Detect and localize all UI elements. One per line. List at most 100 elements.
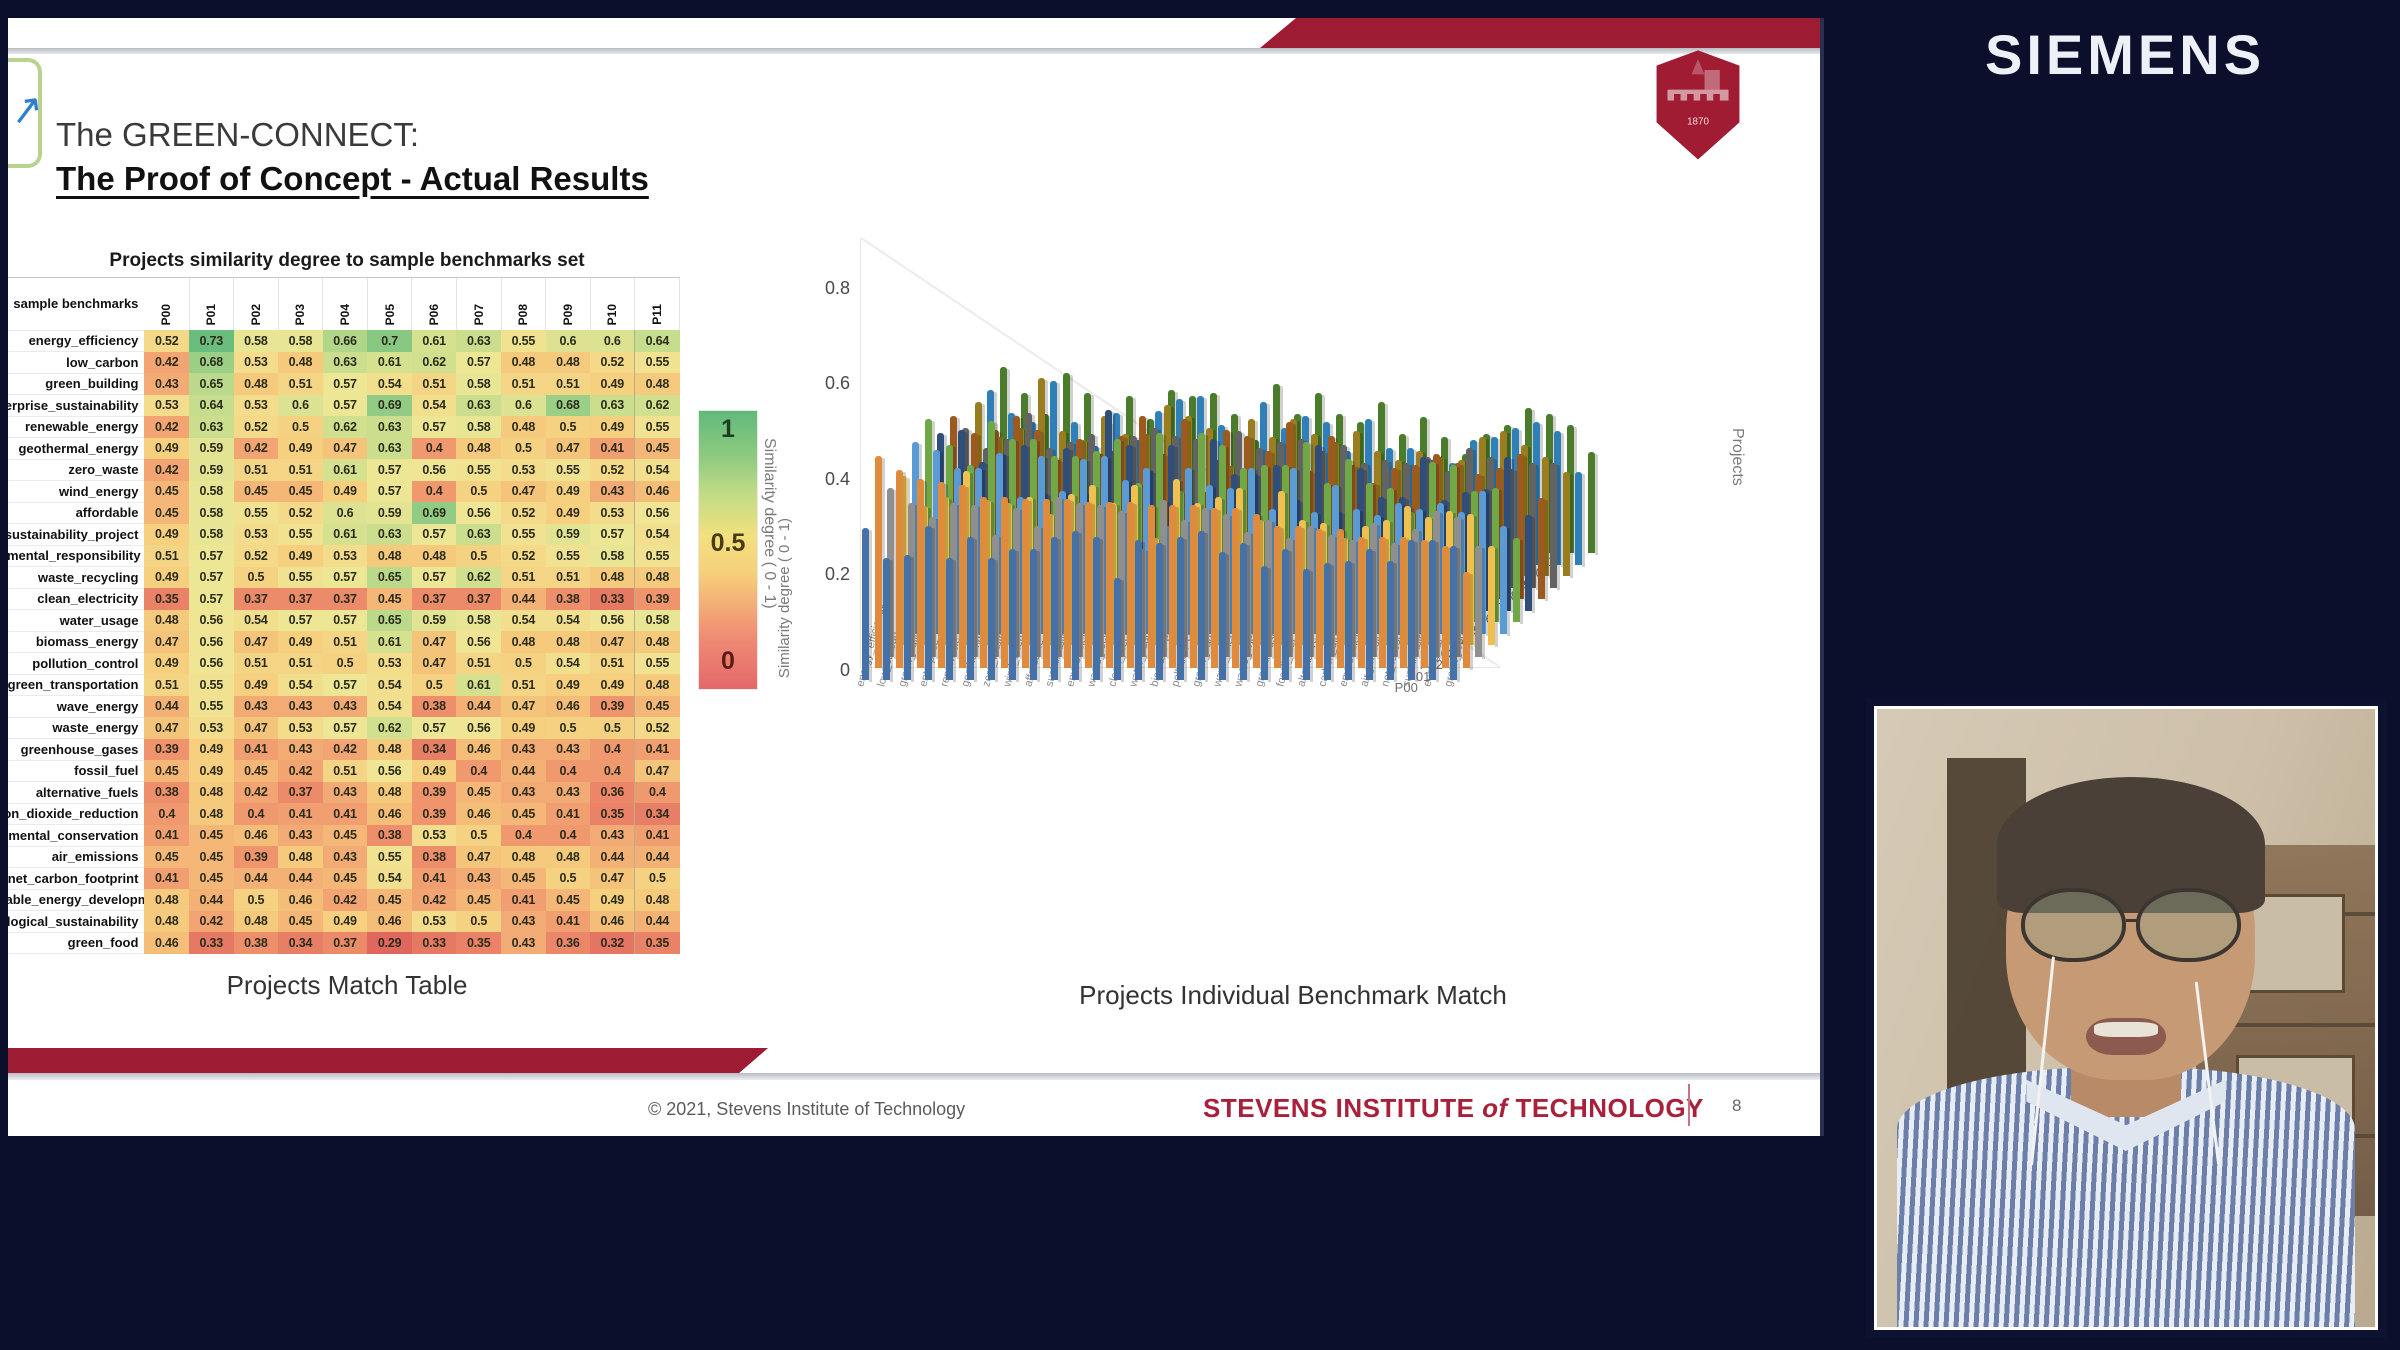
- table-cell: 0.63: [367, 437, 412, 459]
- table-cell: 0.41: [322, 803, 368, 825]
- table-cell: 0.6: [278, 394, 323, 416]
- chart-bars: [860, 228, 1820, 688]
- table-cell: 0.55: [189, 674, 234, 696]
- footer-page-number: 8: [1732, 1096, 1742, 1115]
- table-cell: 0.48: [501, 351, 546, 373]
- table-cell: 0.46: [278, 889, 323, 911]
- chart-bar-shadow: [1163, 545, 1166, 682]
- table-cell: 0.44: [144, 695, 189, 717]
- table-cell: 0.48: [545, 351, 591, 373]
- table-cell: 0.46: [545, 695, 591, 717]
- chart-bar: [1575, 471, 1585, 567]
- table-cell: 0.5: [411, 674, 457, 696]
- table-cell: 0.45: [367, 588, 412, 610]
- table-row: renewable_energy 0.42 0.63 0.52 0.5 0.62 0.63 0…: [8, 416, 680, 438]
- table-cell: 0.51: [590, 652, 635, 674]
- table-row-header: energy_efficiency: [8, 330, 145, 352]
- chart-bar-shadow: [1494, 548, 1498, 648]
- chart-bar-shadow: [1205, 533, 1208, 682]
- table-cell: 0.48: [144, 889, 189, 911]
- chart-bar-shadow: [1100, 539, 1103, 682]
- table-row: clean_electricity 0.35 0.57 0.37 0.37 0.37 0.4…: [8, 588, 680, 610]
- table-cell: 0.45: [189, 846, 234, 868]
- table-cell: 0.64: [634, 330, 680, 352]
- table-cell: 0.42: [322, 738, 368, 760]
- table-cell: 0.37: [278, 588, 323, 610]
- footer-red-banner: [8, 1048, 768, 1074]
- table-cell: 0.48: [367, 781, 412, 803]
- footer-grey-rule: [8, 1073, 1820, 1080]
- chart-bar: [1126, 502, 1137, 671]
- table-row-header: environmental_responsibility: [8, 545, 145, 567]
- table-cell: 0.55: [634, 545, 680, 567]
- table-row: water_usage 0.48 0.56 0.54 0.57 0.57 0.65 0.59 0…: [8, 609, 680, 632]
- table-cell: 0.52: [501, 502, 546, 524]
- chart-bar: [1504, 456, 1514, 613]
- table-cell: 0.43: [501, 738, 546, 760]
- table-cell: 0.57: [367, 480, 412, 502]
- table-cell: 0.51: [411, 373, 457, 395]
- table-cell: 0.49: [411, 760, 457, 782]
- table-cell: 0.51: [144, 674, 189, 696]
- table-cell: 0.42: [144, 416, 189, 438]
- table-row: environmental_responsibility0.510.570.52…: [8, 545, 680, 567]
- table-cell: 0.57: [411, 566, 457, 588]
- table-cell: 0.55: [634, 416, 680, 438]
- table-cell: 0.53: [278, 717, 323, 739]
- table-cell: 0.6: [545, 330, 591, 352]
- table-row: geothermal_energy 0.49 0.59 0.42 0.49 0.47 0.6…: [8, 437, 680, 460]
- chart-bar: [1399, 537, 1410, 671]
- table-cell: 0.52: [590, 351, 635, 373]
- table-row: wave_energy 0.44 0.55 0.43 0.43 0.43 0.54 0.38 0…: [8, 695, 680, 718]
- chart-bar-shadow: [890, 559, 893, 682]
- table-cell: 0.43: [501, 781, 546, 803]
- table-cell: 0.57: [322, 609, 368, 631]
- table-cell: 0.47: [590, 867, 635, 889]
- table-cell: 0.35: [144, 588, 189, 610]
- table-cell: 0.57: [189, 566, 234, 588]
- table-cell: 0.56: [456, 717, 502, 739]
- table-cell: 0.52: [233, 416, 279, 438]
- chart-y-tick: 0.8: [824, 277, 850, 298]
- table-cell: 0.51: [501, 674, 546, 696]
- table-cell: 0.48: [278, 351, 323, 373]
- table-cell: 0.48: [411, 545, 457, 567]
- table-cell: 0.48: [634, 889, 680, 911]
- table-cell: 0.53: [322, 545, 368, 567]
- chart-bar: [904, 554, 914, 682]
- table-cell: 0.49: [590, 416, 635, 438]
- table-cell: 0.53: [590, 502, 635, 524]
- table-row-header: pollution_control: [8, 652, 145, 675]
- video-participant-tile[interactable]: [1866, 698, 2386, 1338]
- table-row-header: sustainable_energy_development: [8, 889, 145, 911]
- chart-bar: [1156, 543, 1166, 682]
- table-cell: 0.49: [545, 674, 591, 696]
- table-cell: 0.41: [545, 910, 591, 932]
- table-cell: 0.35: [456, 932, 502, 954]
- top-red-banner: [1260, 18, 1820, 48]
- chart-bar: [1324, 563, 1334, 682]
- table-row: green_food 0.46 0.33 0.38 0.34 0.37 0.29 0.33 0.…: [8, 932, 680, 954]
- table-row-header: wind_energy: [8, 480, 145, 503]
- chart-projects-axis-label: Projects: [1729, 428, 1746, 486]
- table-cell: 0.48: [189, 803, 234, 825]
- table-cell: 0.48: [144, 609, 189, 631]
- table-cell: 0.51: [278, 459, 323, 481]
- table-cell: 0.43: [545, 781, 591, 803]
- table-cell: 0.45: [233, 480, 279, 502]
- chart-bar: [937, 482, 948, 671]
- table-cell: 0.65: [367, 566, 412, 588]
- table-cell: 0.63: [456, 330, 502, 352]
- table-cell: 0.45: [501, 803, 546, 825]
- chart-bar-shadow: [1457, 547, 1460, 682]
- table-cell: 0.62: [411, 351, 457, 373]
- table-row-header: wave_energy: [8, 695, 145, 718]
- table-cell: 0.47: [501, 695, 546, 717]
- chart-bar: [1315, 528, 1326, 671]
- table-row: zero_waste 0.42 0.59 0.51 0.51 0.61 0.57 0.56 0.…: [8, 459, 680, 481]
- table-cell: 0.47: [590, 631, 635, 653]
- chart-bar: [1210, 508, 1221, 671]
- table-cell: 0.6: [501, 394, 546, 416]
- table-row: waste_recycling 0.49 0.57 0.5 0.55 0.57 0.65 0.…: [8, 566, 680, 589]
- table-cell: 0.43: [322, 695, 368, 717]
